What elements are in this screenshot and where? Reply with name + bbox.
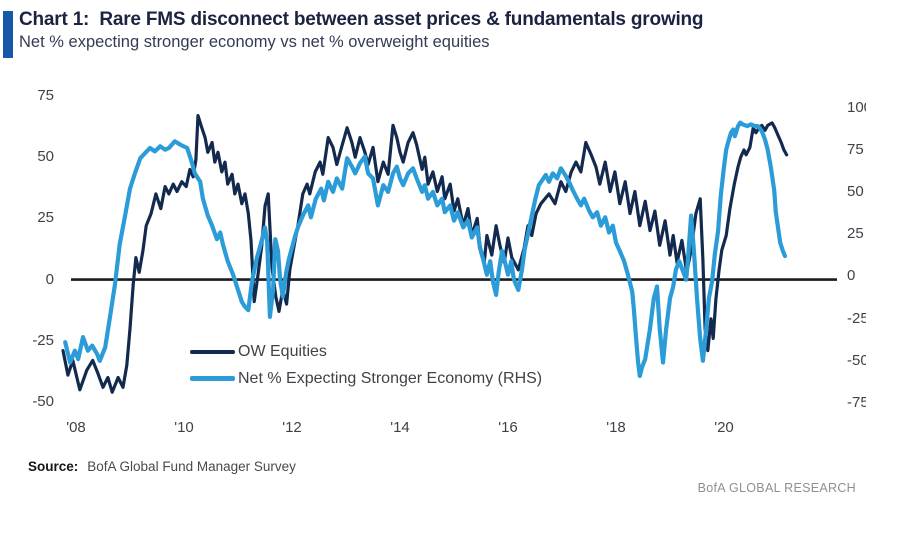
x-axis-labels: '08 '10 '12 '14 '16 '18 '20 [0, 419, 924, 439]
ow-equities-line-swatch [190, 349, 235, 354]
right-axis-tick-50: 50 [847, 183, 864, 200]
right-axis-tick--50: -50 [847, 352, 866, 369]
right-axis-tick-75: 75 [847, 141, 864, 158]
x-axis-tick-2012: '12 [282, 419, 302, 436]
x-axis-tick-2008: '08 [66, 419, 86, 436]
right-axis-labels: 100 75 50 25 0 -25 -50 -75 [847, 0, 866, 542]
right-axis-tick-100: 100 [847, 99, 866, 116]
chart-subtitle: Net % expecting stronger economy vs net … [19, 33, 490, 51]
legend: OW Equities Net % Expecting Stronger Eco… [190, 338, 542, 392]
left-axis-labels: 75 50 25 0 -25 -50 [10, 0, 54, 542]
left-axis-tick-25: 25 [37, 209, 54, 226]
title-accent-bar [3, 11, 13, 58]
source-line: Source: BofA Global Fund Manager Survey [28, 459, 296, 474]
x-axis-tick-2010: '10 [174, 419, 194, 436]
right-axis-tick--75: -75 [847, 394, 866, 411]
brand-text: BofA GLOBAL RESEARCH [697, 481, 856, 495]
stronger-economy-line-swatch [190, 376, 235, 381]
left-axis-tick--25: -25 [32, 332, 54, 349]
right-axis-tick-0: 0 [847, 267, 856, 284]
left-axis-tick--50: -50 [32, 393, 54, 410]
left-axis-tick-75: 75 [37, 87, 54, 104]
left-axis-tick-0: 0 [45, 271, 54, 288]
chart-title: Chart 1: Rare FMS disconnect between ass… [19, 9, 704, 30]
legend-label-stronger-economy: Net % Expecting Stronger Economy (RHS) [238, 369, 543, 387]
legend-item-stronger-economy: Net % Expecting Stronger Economy (RHS) [190, 365, 542, 392]
x-axis-tick-2018: '18 [606, 419, 626, 436]
right-axis-tick-25: 25 [847, 225, 864, 242]
right-axis-tick--25: -25 [847, 310, 866, 327]
stronger-economy-line [63, 120, 788, 379]
x-axis-tick-2016: '16 [498, 419, 518, 436]
x-axis-tick-2020: '20 [714, 419, 734, 436]
legend-label-ow-equities: OW Equities [238, 342, 327, 360]
left-axis-tick-50: 50 [37, 148, 54, 165]
legend-item-ow-equities: OW Equities [190, 338, 542, 365]
x-axis-tick-2014: '14 [390, 419, 410, 436]
source-text: BofA Global Fund Manager Survey [87, 459, 296, 474]
source-label: Source: [28, 459, 79, 474]
